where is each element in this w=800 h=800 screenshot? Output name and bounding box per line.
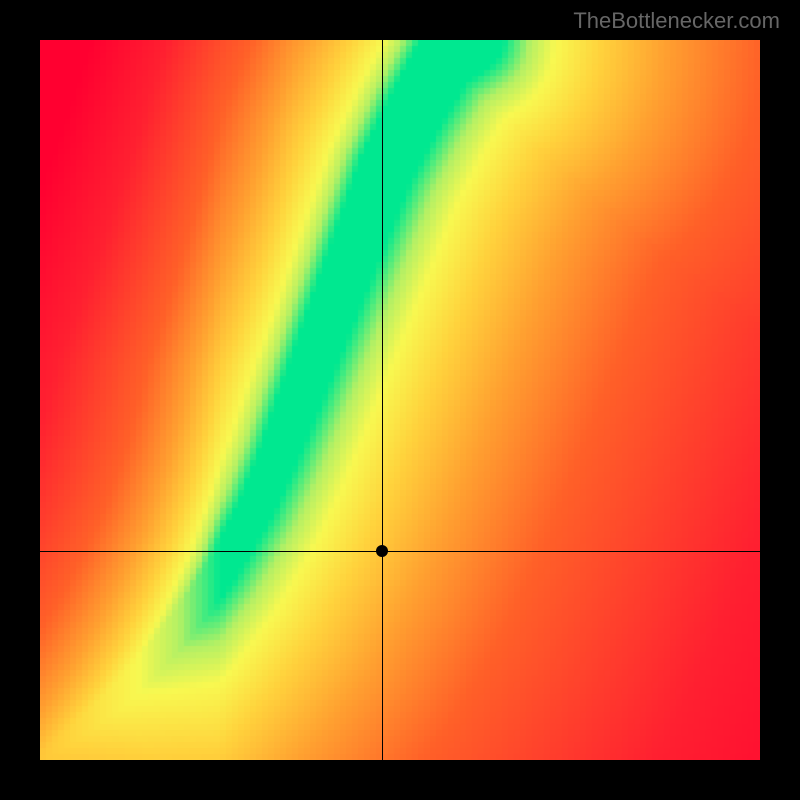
watermark-text: TheBottlenecker.com xyxy=(573,8,780,34)
marker-point xyxy=(376,545,388,557)
heatmap-canvas xyxy=(40,40,760,760)
crosshair-vertical xyxy=(382,40,383,760)
heatmap-plot xyxy=(40,40,760,760)
crosshair-horizontal xyxy=(40,551,760,552)
